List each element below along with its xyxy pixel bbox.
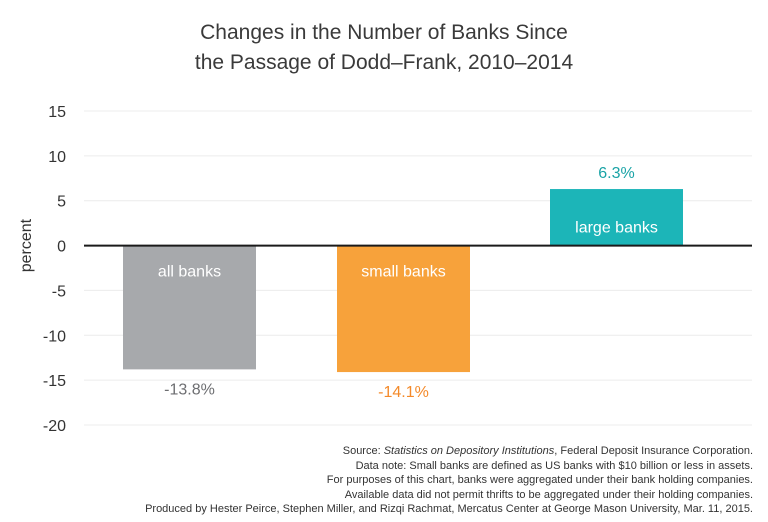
source-title: Statistics on Depository Institutions [383,445,555,457]
data-label: -14.1% [378,384,429,401]
bar-all-banks [123,245,256,370]
chart-title: Changes in the Number of Banks Since the… [0,18,768,78]
source-line: Source: Statistics on Depository Institu… [342,445,753,457]
aggregation-note-line: For purposes of this chart, banks were a… [326,474,753,486]
category-label: small banks [361,264,445,281]
data-note-line: Data note: Small banks are defined as US… [355,459,753,472]
chart-title-line-2: the Passage of Dodd–Frank, 2010–2014 [194,51,574,74]
bar-small-banks [337,245,470,373]
bar-large-banks [550,189,683,246]
credit-line: Produced by Hester Peirce, Stephen Mille… [145,503,753,515]
category-label: large banks [575,220,658,237]
thrift-note-line: Available data did not permit thrifts to… [344,488,753,501]
y-axis-label: percent [18,218,35,272]
chart-title-line-1: Changes in the Number of Banks Since [200,21,568,44]
y-tick-label: 15 [48,104,66,121]
y-tick-label: -5 [52,283,66,300]
source-notes: Source: Statistics on Depository Institu… [133,444,753,517]
y-tick-label: 10 [48,149,66,166]
y-tick-label: -20 [43,418,66,435]
y-tick-label: -15 [43,373,66,390]
y-tick-label: -10 [43,328,66,345]
y-tick-label: 5 [57,194,66,211]
y-tick-label: 0 [57,239,66,256]
y-axis-ticks: 15 10 5 0 -5 -10 -15 -20 [43,104,66,435]
data-label: 6.3% [598,165,634,182]
bars: all banks -13.8% small banks -14.1% large ba… [123,165,683,401]
data-label: -13.8% [164,381,215,398]
category-label: all banks [158,264,221,281]
